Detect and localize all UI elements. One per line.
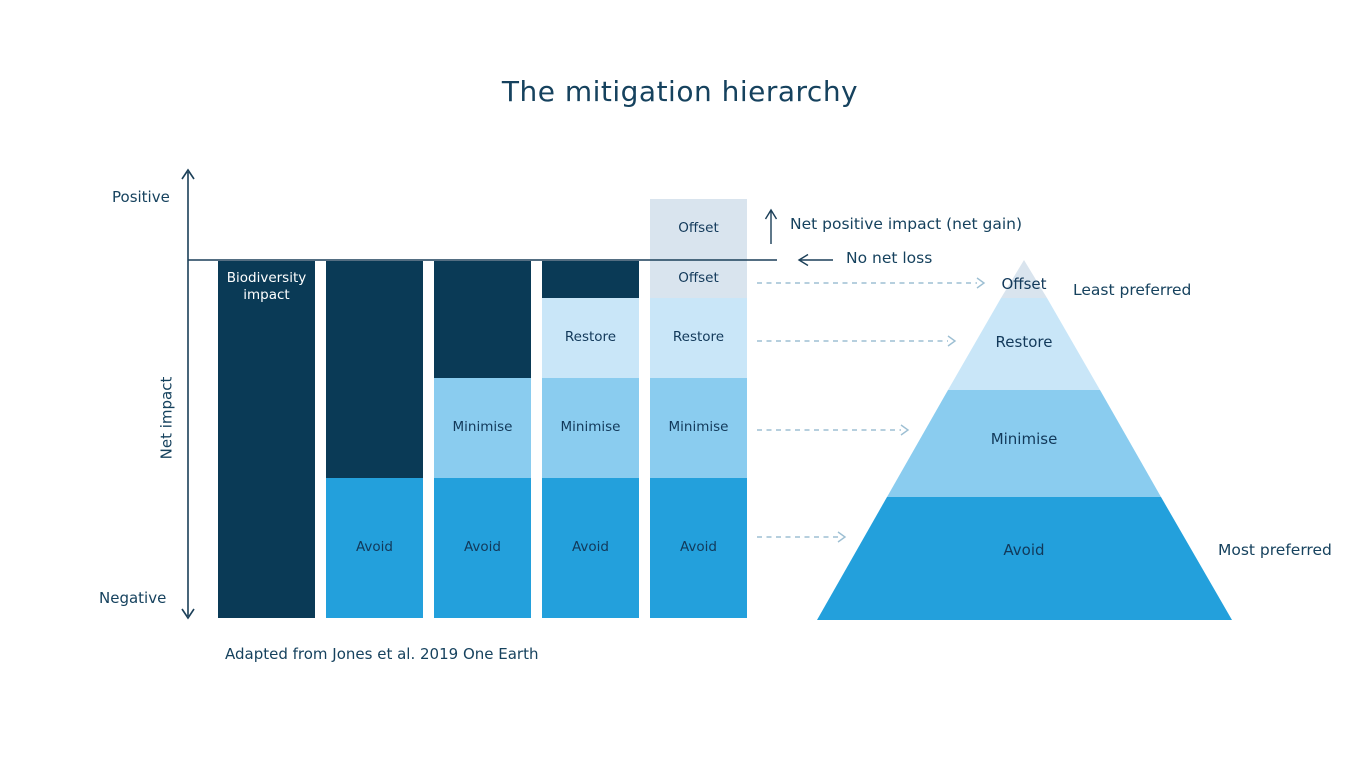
- pyramid-restore-label: Restore: [995, 333, 1053, 351]
- bar3-avoid-segment: [434, 478, 531, 618]
- bar5-restore-segment: [650, 298, 747, 378]
- bar4-residual-impact-segment: [542, 261, 639, 298]
- bar5-avoid-segment: [650, 478, 747, 618]
- bar5-minimise-segment: [650, 378, 747, 478]
- bar3-residual-impact-segment: [434, 261, 531, 378]
- left-arrow-icon: [797, 253, 809, 267]
- y-axis-down-arrow-icon: [181, 608, 195, 620]
- least-preferred-label: Least preferred: [1073, 281, 1192, 299]
- axis-label-positive: Positive: [112, 188, 170, 206]
- most-preferred-label: Most preferred: [1218, 541, 1332, 559]
- bar5-offset-segment: [650, 199, 747, 298]
- up-arrow-icon: [764, 208, 778, 220]
- minimise-arrowhead-icon: [900, 424, 910, 436]
- restore-arrowhead-icon: [947, 335, 957, 347]
- no-net-loss-annotation: No net loss: [846, 249, 933, 267]
- pyramid-minimise-label: Minimise: [990, 430, 1058, 448]
- bar2-residual-impact-segment: [326, 261, 423, 478]
- bar1-biodiversity-impact-segment: [218, 261, 315, 618]
- y-axis-title: Net impact: [157, 376, 176, 460]
- bar2-avoid-segment: [326, 478, 423, 618]
- axis-label-negative: Negative: [99, 589, 167, 607]
- bar1-label-line1: Biodiversity: [226, 270, 307, 286]
- avoid-arrowhead-icon: [837, 531, 847, 543]
- bar1-label: Biodiversity impact: [218, 270, 315, 304]
- bar4-restore-segment: [542, 298, 639, 378]
- page-title: The mitigation hierarchy: [501, 75, 859, 108]
- bar1-label-line2: impact: [243, 287, 290, 303]
- bar4-minimise-segment: [542, 378, 639, 478]
- pyramid-offset-label: Offset: [1001, 275, 1047, 293]
- net-gain-annotation: Net positive impact (net gain): [790, 215, 1023, 233]
- bar3-minimise-segment: [434, 378, 531, 478]
- bar4-avoid-segment: [542, 478, 639, 618]
- pyramid-avoid-label: Avoid: [1003, 541, 1045, 559]
- source-attribution: Adapted from Jones et al. 2019 One Earth: [225, 645, 539, 663]
- y-axis-up-arrow-icon: [181, 168, 195, 180]
